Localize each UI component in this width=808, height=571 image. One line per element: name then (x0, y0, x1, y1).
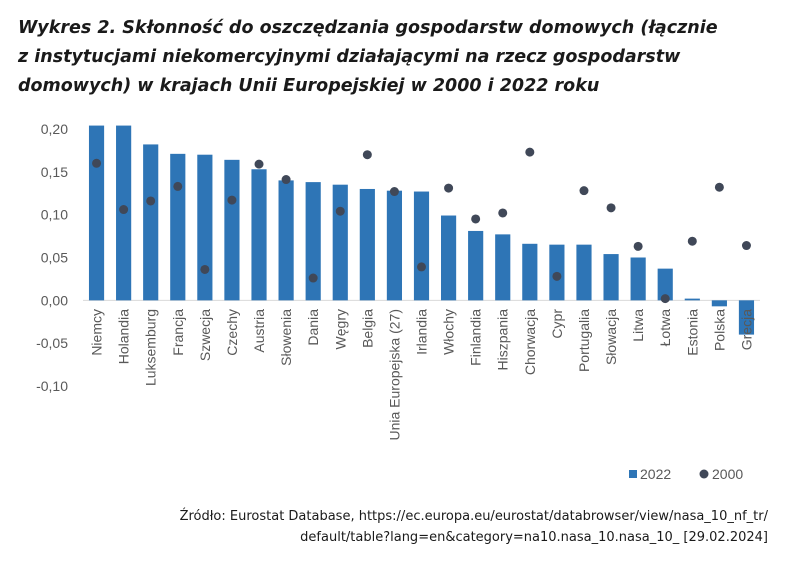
legend-swatch-2022 (629, 470, 637, 478)
dot-2000 (119, 205, 129, 215)
bar-2022 (197, 154, 213, 301)
dot-2000 (335, 206, 345, 216)
dot-2000 (525, 147, 535, 157)
x-tick-label: Portugalia (576, 309, 592, 372)
bar-2022 (413, 191, 430, 301)
x-tick-label: Dania (305, 309, 321, 346)
bar-2022 (224, 159, 240, 301)
y-tick-label: 0,00 (41, 292, 68, 308)
dot-2000 (389, 187, 399, 197)
x-tick-label: Finlandia (468, 309, 484, 366)
x-tick-label: Włochy (441, 309, 457, 355)
x-axis-labels: Niemcy Holandia Luksemburg Francja Szwecja Cz… (89, 309, 755, 441)
x-tick-label: Litwa (630, 309, 646, 342)
bar-2022 (332, 184, 348, 301)
bar-2022 (170, 153, 186, 301)
bars-2022 (88, 125, 755, 335)
x-tick-label: Słowacja (603, 309, 619, 365)
x-tick-label: Irlandia (414, 309, 430, 355)
source-note: Źródło: Eurostat Database, https://ec.eu… (68, 506, 768, 548)
dot-2000 (146, 196, 156, 206)
y-tick-label: 0,05 (41, 250, 68, 266)
dot-2000 (687, 236, 697, 246)
bar-2022 (738, 300, 755, 335)
dot-2000 (579, 186, 589, 196)
title-line-3: domowych) w krajach Unii Europejskiej w … (18, 76, 600, 96)
dot-2000 (281, 175, 291, 185)
y-tick-label: 0,10 (41, 207, 68, 223)
bar-2022 (711, 300, 727, 307)
bar-2022 (630, 257, 646, 301)
bar-2022 (305, 182, 321, 301)
x-tick-label: Luksemburg (143, 309, 159, 386)
bar-2022 (468, 230, 484, 301)
legend-label-2000: 2000 (712, 466, 743, 482)
y-tick-label: 0,20 (41, 121, 68, 137)
title-line-1: Wykres 2. Skłonność do oszczędzania gosp… (18, 18, 718, 38)
x-tick-label: Niemcy (89, 309, 105, 356)
dot-2000 (200, 264, 210, 274)
x-tick-label: Polska (711, 309, 727, 351)
x-tick-label: Czechy (224, 309, 240, 356)
x-tick-label: Węgry (332, 309, 348, 349)
dot-2000 (552, 271, 562, 281)
bar-2022 (603, 254, 619, 301)
y-tick-label: -0,05 (36, 335, 68, 351)
dot-2000 (741, 241, 751, 251)
bar-2022 (251, 169, 267, 301)
x-tick-label: Unia Europejska (27) (386, 309, 402, 441)
source-line-1: Źródło: Eurostat Database, https://ec.eu… (179, 509, 768, 524)
dot-2000 (498, 208, 508, 218)
bar-2022 (684, 298, 700, 301)
dot-2000 (444, 183, 454, 193)
dot-2000 (633, 241, 643, 251)
dots-2000 (92, 147, 751, 304)
bar-2022 (440, 215, 457, 301)
x-tick-label: Austria (251, 309, 267, 353)
dot-2000 (714, 182, 724, 192)
dot-2000 (308, 273, 318, 283)
title-line-2: z instytucjami niekomercyjnymi działając… (18, 47, 681, 67)
dot-2000 (417, 262, 426, 272)
x-tick-label: Hiszpania (495, 309, 511, 371)
bar-2022 (359, 188, 375, 301)
dot-2000 (606, 203, 616, 213)
bar-2022 (576, 244, 592, 301)
legend-label-2022: 2022 (640, 466, 671, 482)
y-axis-ticks: 0,20 0,15 0,10 0,05 0,00 -0,05 -0,10 (36, 121, 68, 394)
legend-swatch-2000 (699, 469, 709, 479)
dot-2000 (173, 181, 183, 191)
x-tick-label: Cypr (549, 309, 565, 339)
bar-2022 (386, 190, 403, 301)
source-line-2: default/table?lang=en&category=na10.nasa… (300, 530, 768, 545)
x-tick-label: Belgia (359, 309, 375, 348)
x-tick-label: Szwecja (197, 309, 213, 361)
x-tick-label: Holandia (116, 309, 132, 364)
dot-2000 (471, 214, 481, 224)
dot-2000 (254, 159, 264, 169)
x-tick-label: Francja (170, 309, 186, 356)
y-tick-label: -0,10 (36, 378, 68, 394)
bar-2022 (143, 144, 159, 301)
x-tick-label: Słowenia (278, 309, 294, 366)
x-tick-label: Estonia (684, 309, 700, 356)
bar-2022 (278, 180, 294, 301)
x-tick-label: Chorwacja (522, 309, 538, 375)
x-tick-label: Grecja (738, 309, 754, 350)
savings-rate-chart: 0,20 0,15 0,10 0,05 0,00 -0,05 -0,10 Niemcy Hol… (36, 121, 760, 482)
dot-2000 (660, 294, 670, 304)
bar-2022 (657, 268, 673, 301)
legend: 2022 2000 (629, 466, 743, 482)
dot-2000 (92, 158, 102, 168)
bar-2022 (522, 243, 538, 301)
y-tick-label: 0,15 (41, 164, 68, 180)
bar-2022 (88, 125, 105, 301)
chart-title: Wykres 2. Skłonność do oszczędzania gosp… (18, 14, 788, 101)
dot-2000 (227, 195, 237, 205)
x-tick-label: Łotwa (657, 309, 673, 347)
bar-2022 (495, 234, 511, 301)
dot-2000 (362, 150, 372, 160)
